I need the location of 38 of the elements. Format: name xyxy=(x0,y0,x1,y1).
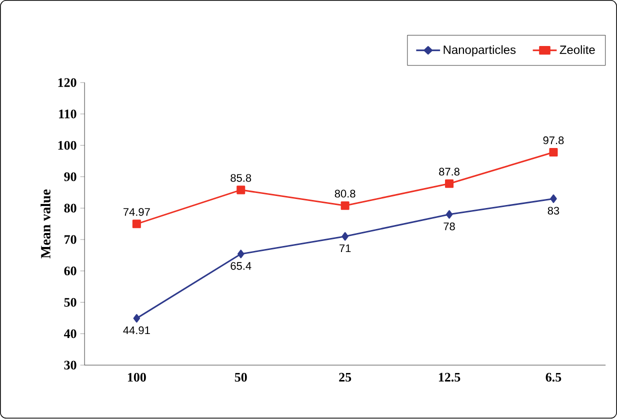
legend-label: Zeolite xyxy=(560,45,595,54)
y-tick-label: 40 xyxy=(64,330,76,338)
point xyxy=(445,180,454,188)
y-tick-label: 50 xyxy=(64,298,76,307)
point xyxy=(237,250,244,258)
point xyxy=(342,232,348,241)
x-tick-label: 50 xyxy=(234,373,247,382)
y-tick-label: 60 xyxy=(64,266,76,276)
point xyxy=(133,314,140,323)
point xyxy=(340,202,350,210)
y-tick-label: 80 xyxy=(64,204,76,213)
y-tick-label: 100 xyxy=(58,141,76,150)
point xyxy=(550,194,557,204)
data-label: 44.91 xyxy=(123,326,150,334)
point xyxy=(132,220,141,228)
y-tick-label: 110 xyxy=(59,110,76,119)
y-tick-label: 30 xyxy=(64,360,76,370)
data-label: 71 xyxy=(340,244,351,252)
legend-label: Nanoparticles xyxy=(444,45,516,57)
data-label: 87.8 xyxy=(439,168,460,176)
x-tick-label: 6.5 xyxy=(546,373,562,382)
data-label: 85.8 xyxy=(230,174,252,182)
point xyxy=(446,210,453,219)
data-label: 78 xyxy=(444,222,455,230)
point xyxy=(549,148,558,157)
x-tick-label: 25 xyxy=(339,373,352,382)
x-tick-label: 12.5 xyxy=(438,373,460,382)
y-axis-title: Mean value xyxy=(40,190,50,259)
data-label: 83 xyxy=(548,207,560,215)
data-label: 80.8 xyxy=(334,190,356,198)
y-tick-label: 70 xyxy=(64,235,76,244)
data-label: 74.97 xyxy=(124,208,150,216)
data-label: 65.4 xyxy=(230,262,252,270)
data-label: 97.8 xyxy=(543,136,564,144)
y-tick-label: 90 xyxy=(64,172,76,182)
x-tick-label: 100 xyxy=(128,373,146,382)
y-tick-label: 120 xyxy=(58,78,76,88)
point xyxy=(236,186,246,194)
